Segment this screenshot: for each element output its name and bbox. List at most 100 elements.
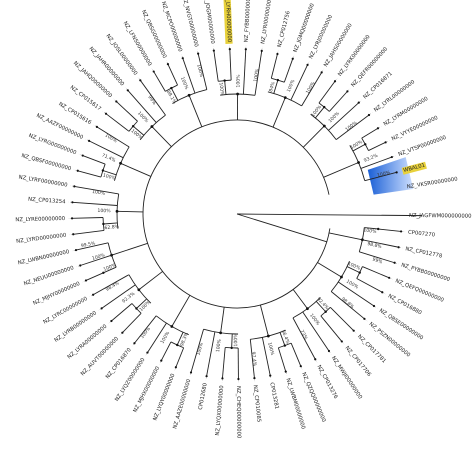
terminal-branch — [270, 53, 278, 79]
terminal-branch — [290, 342, 302, 367]
leaf-label: NZ_VTSP00000000 — [398, 135, 448, 158]
terminal-branch — [359, 251, 395, 264]
support-value: 99% — [372, 256, 384, 265]
terminal-branch — [221, 347, 226, 379]
support-value: 88.1% — [165, 89, 178, 105]
terminal-branch — [254, 50, 263, 96]
support-value: 100% — [92, 189, 107, 197]
internal-node — [150, 125, 154, 128]
support-value: 99% — [146, 94, 157, 106]
terminal-branch — [105, 113, 130, 132]
terminal-branch — [75, 242, 109, 251]
internal-node — [358, 271, 361, 274]
terminal-branch — [356, 278, 383, 293]
terminal-branch — [111, 303, 133, 322]
tip-node — [284, 370, 287, 373]
tip-node — [212, 49, 215, 52]
tip-node — [110, 319, 113, 323]
leaf-label: NZ_CP015616 — [57, 101, 92, 126]
leaf-guide-line — [98, 308, 101, 311]
internal-node — [137, 288, 141, 292]
leaf-guide-line — [285, 372, 288, 376]
leaf-label: NZ_CP013276 — [315, 364, 338, 400]
terminal-branch — [302, 311, 330, 352]
leaf-label: NZ_LWBN00000000 — [17, 249, 70, 266]
terminal-branch — [74, 185, 119, 195]
tip-node — [228, 48, 231, 51]
terminal-branch — [261, 337, 271, 376]
terminal-branch — [361, 127, 379, 139]
support-value: 73% — [298, 329, 309, 341]
leaf-guide-line — [196, 49, 199, 53]
leaf-guide-line — [72, 250, 76, 252]
clade-stem — [120, 162, 151, 177]
leaf-guide-line — [277, 50, 279, 54]
terminal-branch — [362, 239, 399, 248]
tip-node — [74, 248, 78, 252]
clade-stem — [302, 125, 325, 148]
subclade-stem — [102, 170, 117, 176]
tip-node — [320, 71, 323, 74]
internal-node — [357, 161, 360, 164]
support-value: 97.4% — [250, 351, 258, 367]
leaf-guide-line — [85, 138, 89, 141]
tip-node — [84, 279, 88, 282]
tip-node — [152, 70, 155, 73]
leaf-label: NZ_MCPO00000000 — [160, 1, 183, 53]
leaf-guide-line — [108, 321, 111, 324]
subclade-stem — [103, 266, 117, 274]
internal-node — [135, 307, 138, 310]
internal-node — [323, 105, 326, 109]
terminal-branch — [328, 102, 360, 131]
leaf-label: NZ_LYQX00000000 — [215, 384, 225, 435]
leaf-guide-line — [395, 262, 399, 265]
clade-stem — [272, 97, 286, 128]
tip-node — [352, 329, 355, 332]
clade-stem — [259, 304, 269, 337]
subclade-stem — [176, 332, 184, 346]
leaf-guide-line — [78, 153, 82, 156]
leaf-guide-line — [335, 77, 338, 81]
leaf-guide-line — [389, 277, 393, 280]
leaf-guide-line — [374, 306, 378, 309]
leaf-guide-line — [89, 295, 93, 297]
support-value: 100% — [266, 342, 275, 357]
leaf-guide-line — [321, 68, 324, 72]
support-value: 100% — [327, 110, 341, 124]
internal-node — [283, 96, 287, 100]
subclade-stem — [231, 333, 233, 348]
internal-node — [176, 343, 179, 347]
tip-node — [397, 246, 400, 249]
leaf-label: NZ_CP010085 — [252, 385, 262, 423]
terminal-branch — [82, 155, 106, 165]
tip-node — [79, 264, 82, 267]
leaf-guide-line — [307, 61, 310, 65]
tip-node — [399, 230, 403, 233]
leaf-label: NZ_NVGT00000000 — [181, 0, 199, 48]
terminal-branch — [229, 49, 232, 81]
tip-node — [367, 113, 371, 117]
leaf-guide-line — [113, 98, 116, 101]
support-value: 100% — [377, 169, 392, 178]
support-value: 93.2% — [363, 152, 379, 163]
terminal-branch — [335, 114, 370, 140]
clade-stem — [328, 232, 363, 241]
internal-node — [340, 275, 343, 279]
subclade-stem — [132, 125, 145, 136]
terminal-branch — [139, 80, 166, 116]
tip-node — [376, 127, 380, 130]
internal-node — [187, 93, 191, 97]
support-value: 100% — [347, 261, 362, 272]
leaf-label: NZ_LYRH00000000 — [224, 0, 232, 43]
terminal-branch — [101, 284, 136, 309]
leaf-guide-line — [174, 368, 176, 372]
internal-node — [364, 143, 367, 146]
outgroup-branch — [236, 213, 422, 217]
leaf-guide-line — [365, 319, 368, 322]
leaf-label: CP013281 — [268, 382, 279, 410]
internal-node — [119, 161, 122, 165]
tip-node — [395, 171, 398, 174]
subclade-stem — [346, 266, 360, 274]
support-value: 62.8% — [104, 224, 120, 232]
support-value: 100% — [345, 279, 360, 291]
